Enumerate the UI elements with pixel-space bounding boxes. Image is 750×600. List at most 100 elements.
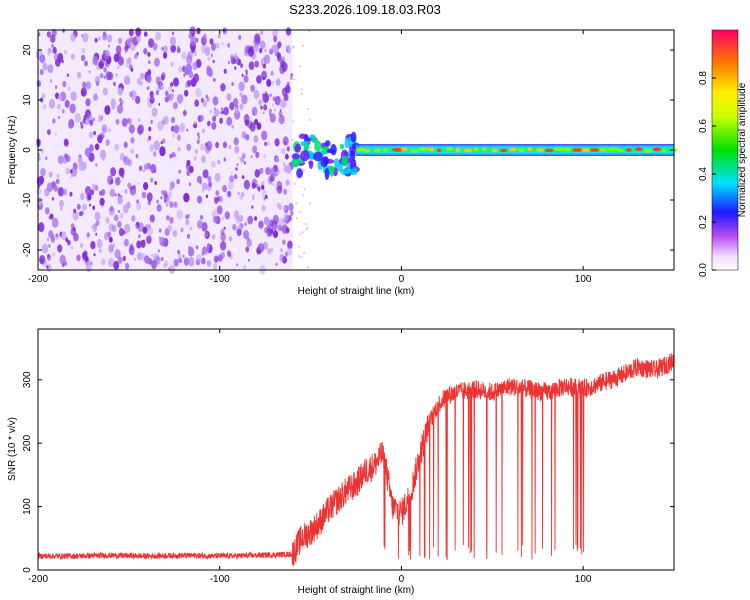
noise-speckle — [123, 238, 129, 247]
noise-speckle — [217, 34, 221, 39]
noise-speckle — [125, 262, 130, 270]
transition-blob — [350, 131, 357, 143]
signal-line-core — [428, 147, 435, 152]
sparse-speckle — [308, 118, 311, 122]
noise-speckle — [253, 135, 259, 143]
snr-x-ticks: -200 -100 0 100 — [28, 329, 592, 585]
noise-speckle — [47, 50, 51, 56]
noise-speckle — [95, 80, 100, 87]
noise-speckle — [273, 108, 276, 112]
noise-speckle — [152, 151, 157, 157]
noise-speckle — [274, 95, 281, 106]
signal-line-core — [608, 147, 619, 152]
noise-speckle — [61, 263, 65, 268]
signal-line-core — [473, 147, 479, 152]
sparse-speckle — [309, 146, 312, 149]
noise-speckle — [215, 42, 220, 49]
noise-speckle — [63, 261, 67, 266]
noise-speckle — [187, 80, 192, 87]
noise-speckle — [261, 70, 267, 80]
signal-line-core — [563, 147, 572, 152]
noise-speckle — [90, 189, 95, 196]
noise-speckle — [143, 169, 145, 173]
noise-speckle — [43, 104, 47, 110]
noise-speckle — [241, 94, 248, 105]
noise-speckle — [239, 195, 243, 201]
noise-speckle — [279, 64, 286, 75]
noise-speckle — [124, 45, 129, 52]
noise-speckle — [195, 87, 202, 98]
noise-speckle — [38, 222, 45, 233]
noise-speckle — [57, 186, 64, 197]
noise-speckle — [272, 183, 275, 186]
transition-blob — [349, 159, 355, 170]
noise-speckle — [117, 65, 120, 70]
noise-speckle — [261, 204, 266, 212]
noise-speckle — [136, 51, 139, 56]
noise-speckle — [206, 260, 212, 267]
noise-speckle — [55, 85, 58, 89]
noise-speckle — [169, 216, 174, 224]
noise-speckle — [208, 69, 214, 78]
noise-speckle — [229, 102, 235, 111]
noise-speckle — [117, 256, 123, 264]
y-tick-label: 10 — [22, 94, 33, 106]
sparse-speckle — [305, 228, 308, 231]
noise-speckle — [244, 119, 249, 126]
noise-speckle — [203, 246, 209, 255]
noise-speckle — [115, 45, 122, 54]
noise-speckle — [124, 223, 131, 234]
noise-speckle — [250, 84, 255, 93]
noise-speckle — [148, 224, 151, 229]
noise-speckle — [45, 207, 50, 215]
noise-speckle — [253, 89, 260, 100]
noise-speckle — [108, 44, 110, 48]
noise-speckle — [139, 72, 145, 80]
noise-speckle — [40, 148, 45, 154]
noise-speckle — [173, 258, 179, 267]
noise-speckle — [224, 211, 230, 220]
noise-speckle — [88, 70, 91, 74]
noise-speckle — [160, 141, 163, 145]
noise-speckle — [186, 143, 192, 151]
y-tick-label: 20 — [22, 44, 33, 56]
noise-speckle — [146, 75, 152, 84]
signal-line-core — [644, 149, 653, 153]
noise-speckle — [190, 36, 197, 46]
noise-speckle — [275, 215, 278, 219]
sparse-speckle — [304, 222, 308, 226]
noise-speckle — [203, 33, 207, 39]
noise-speckle — [264, 54, 271, 64]
noise-speckle — [76, 254, 81, 262]
noise-speckle — [254, 216, 258, 221]
noise-speckle — [156, 199, 159, 204]
noise-speckle — [271, 80, 275, 86]
noise-speckle — [149, 144, 155, 152]
noise-speckle — [70, 167, 78, 177]
noise-speckle — [271, 220, 278, 231]
colorbar-tick-label: 0.2 — [698, 215, 709, 229]
signal-line-core — [626, 148, 632, 152]
noise-speckle — [128, 124, 135, 134]
noise-speckle — [251, 205, 254, 209]
noise-speckle — [122, 255, 127, 262]
noise-speckle — [114, 143, 120, 151]
noise-speckle — [243, 179, 250, 190]
noise-speckle — [283, 205, 287, 212]
noise-speckle — [196, 139, 200, 145]
noise-speckle — [260, 30, 264, 36]
noise-speckle — [102, 87, 108, 96]
noise-speckle — [136, 34, 142, 43]
noise-speckle — [135, 153, 139, 159]
noise-speckle — [272, 29, 278, 38]
noise-speckle — [110, 179, 114, 184]
noise-speckle — [104, 105, 111, 115]
noise-speckle — [272, 103, 275, 107]
signal-line-core — [365, 149, 370, 153]
snr-background — [38, 329, 674, 570]
sparse-speckle — [301, 231, 304, 234]
noise-speckle — [223, 226, 226, 230]
noise-speckle — [151, 107, 158, 118]
noise-speckle — [251, 182, 256, 189]
noise-speckle — [62, 80, 67, 88]
